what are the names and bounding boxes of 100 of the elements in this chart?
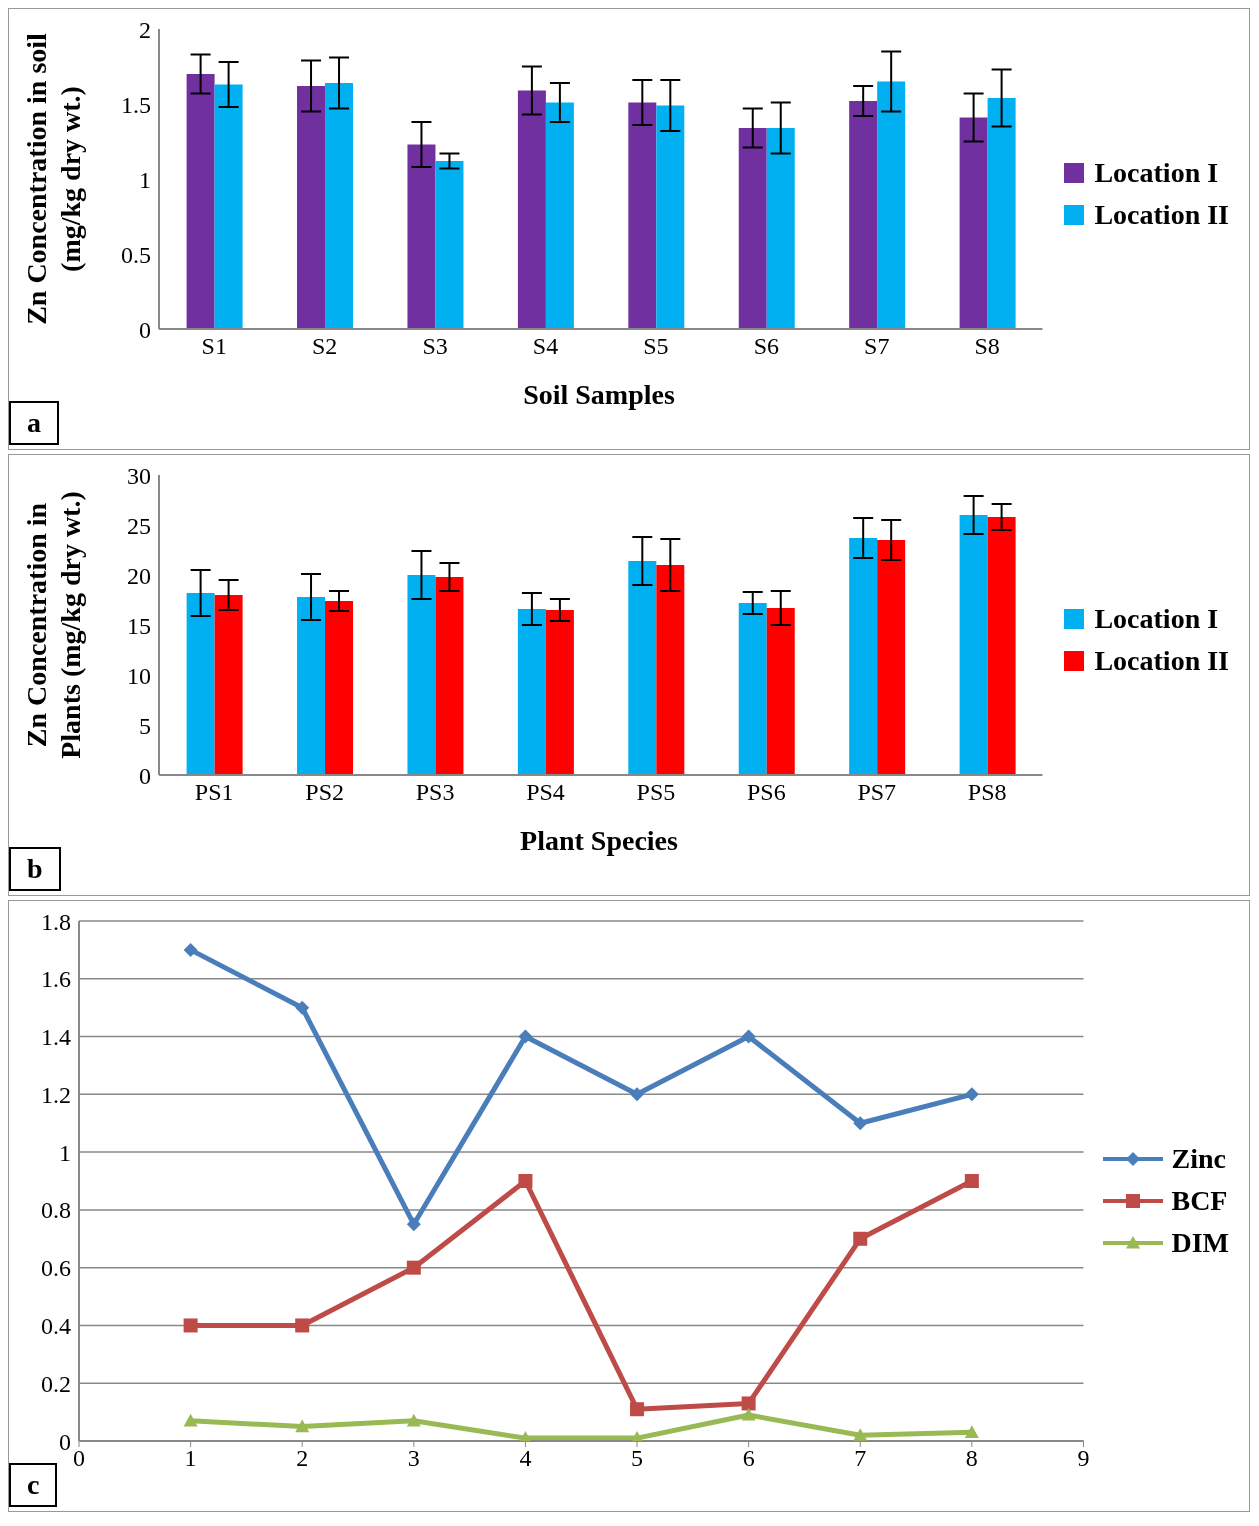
y-axis-title: Zn Concentration in Plants (mg/kg dry wt.)	[20, 490, 87, 761]
y-tick-label: 0.4	[41, 1312, 71, 1339]
x-tick-label: 3	[407, 1445, 420, 1472]
y-tick-label: 0.8	[41, 1197, 71, 1224]
x-tick-label: 1	[184, 1445, 197, 1472]
y-tick-label: 1.4	[41, 1024, 71, 1051]
point	[518, 1029, 533, 1044]
bar	[628, 102, 657, 329]
bar	[407, 575, 436, 775]
x-tick-label: S7	[864, 333, 890, 360]
bar	[987, 98, 1016, 329]
point	[853, 1231, 868, 1246]
legend-label: Location II	[1094, 645, 1229, 677]
x-tick-label: PS5	[636, 779, 676, 806]
x-tick-label: 4	[519, 1445, 532, 1472]
point	[741, 1408, 756, 1421]
x-tick-label: 2	[296, 1445, 309, 1472]
y-tick-label: 1.6	[41, 966, 71, 993]
point	[295, 1419, 310, 1433]
y-tick-label: 25	[127, 512, 151, 539]
x-tick-label: PS7	[857, 779, 897, 806]
point	[741, 1029, 756, 1044]
y-tick-label: 20	[127, 562, 151, 589]
y-tick-label: 2	[139, 16, 151, 43]
y-tick-label: 1.2	[41, 1081, 71, 1108]
point	[853, 1428, 868, 1441]
bar	[517, 609, 546, 775]
point	[406, 1413, 421, 1427]
point	[964, 1174, 979, 1188]
bar	[435, 577, 464, 775]
bar	[214, 84, 243, 329]
bar	[628, 561, 657, 775]
x-tick-label: 6	[742, 1445, 755, 1472]
point	[183, 1318, 198, 1333]
y-tick-label: 0.5	[121, 241, 151, 268]
legend-label: Location II	[1094, 199, 1229, 231]
y-tick-label: 10	[127, 662, 151, 689]
bar	[959, 117, 988, 329]
y-tick-label: 0	[59, 1428, 71, 1455]
legend-label: BCF	[1171, 1185, 1228, 1217]
bar	[766, 128, 795, 329]
y-tick-label: 1.5	[121, 91, 151, 118]
x-tick-label: PS4	[526, 779, 565, 806]
point	[518, 1174, 533, 1188]
y-tick-label: 0	[139, 316, 151, 343]
bar	[766, 608, 795, 775]
bar	[849, 538, 878, 775]
x-tick-label: PS6	[747, 779, 786, 806]
x-tick-label: S1	[201, 333, 227, 360]
text: a	[9, 401, 59, 445]
x-tick-label: S8	[974, 333, 1000, 360]
x-axis-title: Soil Samples	[522, 379, 676, 411]
bar	[959, 515, 988, 775]
bar	[297, 597, 326, 775]
x-tick-label: S3	[422, 333, 448, 360]
bar	[877, 81, 906, 329]
y-tick-label: 1.8	[41, 908, 71, 935]
y-tick-label: 0	[139, 762, 151, 789]
bar	[738, 128, 767, 329]
bar	[435, 161, 464, 329]
point	[406, 1260, 421, 1275]
bar	[214, 595, 243, 775]
x-tick-label: PS8	[967, 779, 1007, 806]
y-tick-label: 0.2	[41, 1370, 71, 1397]
bar	[656, 565, 685, 775]
bar	[545, 102, 574, 329]
point	[630, 1402, 645, 1417]
point	[183, 942, 198, 957]
bar	[297, 86, 326, 329]
point	[630, 1087, 645, 1102]
y-tick-label: 15	[127, 612, 151, 639]
y-tick-label: 30	[127, 462, 151, 489]
bar	[186, 74, 215, 329]
text: b	[9, 847, 61, 891]
x-tick-label: 7	[854, 1445, 867, 1472]
bar	[517, 90, 546, 329]
bar	[877, 540, 906, 775]
x-tick-label: S5	[643, 333, 669, 360]
point	[741, 1396, 756, 1411]
bar	[738, 603, 767, 775]
y-tick-label: 0.6	[41, 1255, 71, 1282]
x-tick-label: S6	[753, 333, 780, 360]
text: c	[9, 1463, 58, 1507]
bar	[325, 83, 354, 329]
point	[853, 1116, 868, 1131]
point	[964, 1087, 979, 1102]
point	[406, 1217, 421, 1232]
x-tick-label: S2	[311, 333, 338, 360]
bar	[849, 101, 878, 329]
y-tick-label: 1	[59, 1139, 71, 1166]
bar	[407, 144, 436, 329]
bar	[656, 105, 685, 329]
x-tick-label: 9	[1077, 1445, 1090, 1472]
x-tick-label: 5	[631, 1445, 644, 1472]
legend-label: Location I	[1094, 603, 1219, 635]
point	[295, 1000, 310, 1015]
x-tick-label: PS1	[194, 779, 234, 806]
bar	[186, 593, 215, 775]
y-axis-title: Zn Concentration in soil (mg/kg dry wt.)	[20, 32, 87, 327]
y-tick-label: 1	[139, 166, 151, 193]
